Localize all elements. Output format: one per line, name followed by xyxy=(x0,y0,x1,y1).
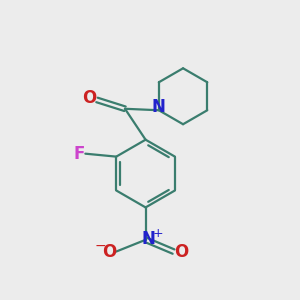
Text: O: O xyxy=(82,89,96,107)
Text: O: O xyxy=(102,243,116,261)
Text: F: F xyxy=(73,145,85,163)
Text: +: + xyxy=(153,227,163,240)
Text: N: N xyxy=(141,230,155,248)
Text: N: N xyxy=(152,98,166,116)
Text: O: O xyxy=(174,243,188,261)
Text: −: − xyxy=(94,239,106,253)
